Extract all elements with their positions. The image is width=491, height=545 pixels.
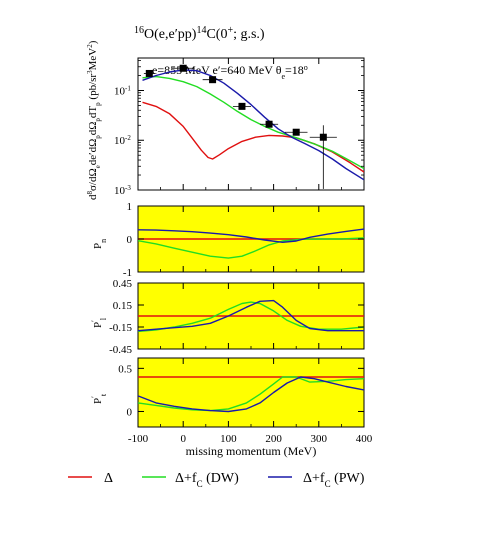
title-part: 16: [134, 25, 144, 36]
legend-label-dw: Δ+fC (DW): [175, 471, 239, 489]
panel-frame: [137, 57, 365, 191]
y-tick-label: 0: [127, 406, 133, 418]
pt-panel: P′t missing momentum (MeV): [90, 357, 365, 458]
data-point: [319, 133, 327, 141]
legend: Δ Δ+fC (DW) Δ+fC (PW): [68, 471, 365, 489]
title-part: +: [227, 25, 233, 36]
title-part: ; g.s.): [233, 27, 265, 42]
x-tick-label: 100: [220, 433, 237, 445]
ylabel-part: dT: [87, 106, 99, 119]
y-tick-label: -0.15: [109, 322, 132, 334]
annotation-part: e=855 MeV e′=640 MeV θ: [152, 63, 282, 77]
legend-label-part: (PW): [331, 471, 365, 486]
ylabel-part: p: [94, 118, 102, 122]
x-tick-label: 400: [356, 433, 373, 445]
y-axis-label: P′t: [90, 393, 108, 404]
annotation-part: e: [281, 72, 285, 81]
ylabel-part: P: [92, 322, 104, 328]
ylabel-part: t: [99, 393, 108, 396]
ylabel-part: (pb/sr: [87, 74, 99, 103]
legend-label-part: Δ: [104, 471, 113, 486]
y-tick-label: 10-2: [114, 134, 131, 147]
legend-label-part: C: [325, 479, 331, 489]
y-tick-label-base: 10: [114, 85, 126, 97]
data-point: [265, 120, 273, 128]
y-tick-label: -0.45: [109, 344, 132, 356]
title-part: O(e,e′pp): [144, 27, 197, 42]
series-line-pw: [138, 299, 364, 332]
ylabel-part: P: [92, 243, 104, 249]
ylabel-part: d: [87, 194, 99, 200]
ylabel-part: p: [94, 135, 102, 139]
series-line-dw: [138, 237, 364, 259]
series-line-dw: [138, 376, 364, 412]
y-tick-label-base: 10: [114, 185, 126, 197]
data-point: [145, 69, 153, 77]
ylabel-part: e: [94, 165, 102, 168]
y-axis-label: d8σ/dΩede′dΩpdΩpdTp (pb/sr3MeV2): [86, 40, 102, 200]
ylabel-part: P: [92, 398, 104, 404]
legend-label-part: Δ+f: [303, 471, 325, 486]
series-line-pw: [138, 228, 364, 243]
legend-entry-dw: Δ+fC (DW): [142, 471, 239, 489]
data-point: [179, 64, 187, 72]
cross-section-panel: e=855 MeV e′=640 MeV θe=18o d8σ/dΩede′dΩ…: [86, 40, 365, 200]
y-tick-label: 10-3: [114, 184, 131, 197]
legend-entry-delta: Δ: [68, 471, 113, 486]
legend-label-part: Δ+f: [175, 471, 197, 486]
ylabel-part: p: [94, 102, 102, 106]
data-point: [209, 76, 217, 84]
ylabel-part: l: [99, 317, 108, 320]
ylabel-part: 2: [86, 44, 94, 48]
ylabel-part: ′: [90, 320, 99, 322]
title-part: C(0: [206, 27, 227, 42]
y-axis-label: Pn: [92, 239, 108, 249]
x-tick-label: 300: [311, 433, 328, 445]
series-line-pw: [138, 376, 364, 413]
legend-label-pw: Δ+fC (PW): [303, 471, 365, 489]
y-axis-label: P′l: [90, 317, 108, 328]
ylabel-part: ): [87, 40, 99, 44]
ylabel-part: dΩ: [87, 122, 99, 136]
legend-entry-pw: Δ+fC (PW): [268, 471, 365, 489]
y-tick-label-exp: -3: [125, 184, 131, 192]
y-tick-label: -1: [123, 267, 132, 279]
y-tick-label: 0: [127, 234, 133, 246]
ylabel-part: 8: [86, 191, 94, 195]
x-tick-label: -100: [128, 433, 149, 445]
y-tick-label-exp: -1: [125, 84, 131, 92]
y-tick-label: 0.15: [113, 300, 133, 312]
y-tick-label: 10-1: [114, 84, 131, 97]
ylabel-part: ′: [90, 396, 99, 398]
data-point: [238, 102, 246, 110]
ylabel-part: n: [99, 239, 108, 243]
annotation-part: =18: [285, 63, 304, 77]
panel-frame: [137, 357, 365, 428]
y-tick-label: 0.5: [118, 363, 132, 375]
x-tick-label: 0: [180, 433, 186, 445]
title-part: 14: [196, 25, 206, 36]
chart-title: 16O(e,e′pp)14C(0+; g.s.): [134, 25, 265, 43]
y-tick-label-base: 10: [114, 135, 126, 147]
ylabel-part: de′dΩ: [87, 139, 99, 165]
ylabel-part: MeV: [87, 48, 99, 71]
annotation-part: o: [304, 63, 308, 72]
ylabel-part: 3: [86, 70, 94, 74]
panel-1-plot: [138, 228, 364, 259]
legend-label-part: C: [197, 479, 203, 489]
y-tick-label-exp: -2: [125, 134, 131, 142]
legend-label-part: (DW): [203, 471, 239, 486]
x-tick-label: 200: [265, 433, 282, 445]
panel-3-plot: [138, 376, 364, 413]
x-axis-label: missing momentum (MeV): [186, 444, 317, 458]
y-tick-label: 1: [127, 201, 133, 213]
legend-label-delta: Δ: [104, 471, 113, 486]
y-tick-label: 0.45: [113, 278, 133, 290]
data-point: [292, 128, 300, 136]
panel-2-plot: [138, 299, 364, 333]
plot-layer: 10-110-210-310-10.450.15-0.15-0.450.50-1…: [109, 58, 373, 445]
ylabel-part: σ/dΩ: [87, 168, 99, 191]
